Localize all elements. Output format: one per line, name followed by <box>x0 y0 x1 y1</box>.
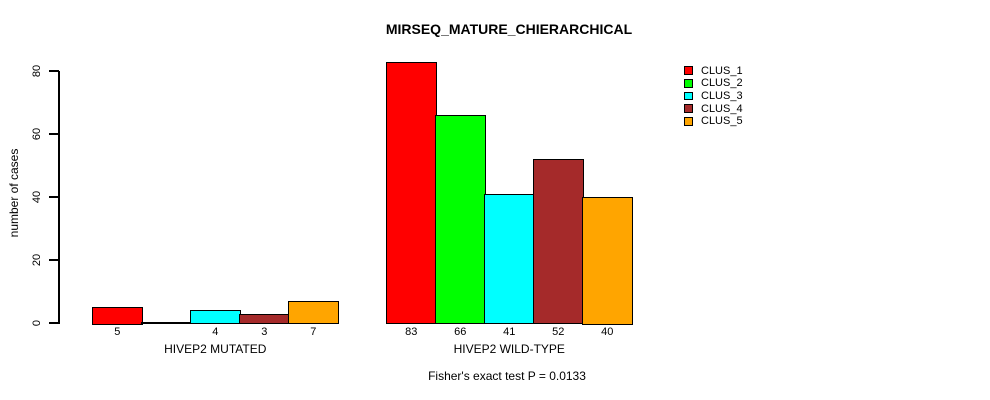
bar-clus_5-group1 <box>288 300 339 325</box>
bar-value-label: 66 <box>454 326 467 338</box>
bar-value-label: 5 <box>114 326 121 338</box>
bar-clus_5-group2 <box>582 197 633 325</box>
bar-clus_2-group1-zero <box>141 322 192 324</box>
legend-swatch-clus_2 <box>684 79 693 88</box>
legend-label-clus_5: CLUS_5 <box>701 115 743 128</box>
y-axis-tick-label: 80 <box>31 64 43 78</box>
bar-clus_3-group2 <box>484 193 535 325</box>
bar-clus_1-group2 <box>386 61 437 325</box>
chart-title: MIRSEQ_MATURE_CHIERARCHICAL <box>385 21 633 37</box>
y-axis-tick <box>48 133 59 135</box>
bar-value-label: 52 <box>552 326 565 338</box>
bar-value-label: 40 <box>601 326 614 338</box>
legend-swatch-clus_4 <box>684 104 693 113</box>
bar-value-label: 83 <box>405 326 418 338</box>
y-axis-tick <box>48 322 59 324</box>
y-axis-tick <box>48 259 59 261</box>
fisher-test-annotation: Fisher's exact test P = 0.0133 <box>428 369 586 383</box>
y-axis-line <box>58 70 60 324</box>
x-axis-category-label: HIVEP2 WILD-TYPE <box>453 342 565 356</box>
x-axis-category-label: HIVEP2 MUTATED <box>164 342 267 356</box>
y-axis-tick <box>48 196 59 198</box>
bar-value-label: 7 <box>310 326 317 338</box>
legend-label-clus_2: CLUS_2 <box>701 77 743 90</box>
y-axis-title: number of cases <box>7 148 21 238</box>
y-axis-tick-label: 0 <box>31 319 43 327</box>
y-axis-tick-label: 60 <box>31 127 43 141</box>
legend-swatch-clus_3 <box>684 91 693 101</box>
bar-value-label: 41 <box>503 326 516 338</box>
y-axis-tick-label: 20 <box>31 253 43 267</box>
bar-value-label: 4 <box>212 326 219 338</box>
bar-value-label: 3 <box>261 326 268 338</box>
bar-clus_3-group1 <box>190 310 241 325</box>
y-axis-tick-label: 40 <box>31 190 43 204</box>
legend-label-clus_1: CLUS_1 <box>701 64 743 77</box>
y-axis-tick <box>48 70 59 72</box>
bar-clus_4-group1 <box>239 313 290 325</box>
bar-clus_1-group1 <box>92 307 143 325</box>
legend-swatch-clus_5 <box>684 117 693 126</box>
legend-swatch-clus_1 <box>684 66 693 75</box>
bar-clus_2-group2 <box>435 115 486 325</box>
legend-label-clus_3: CLUS_3 <box>701 90 743 102</box>
legend-label-clus_4: CLUS_4 <box>701 102 743 115</box>
bar-clus_4-group2 <box>533 159 584 325</box>
